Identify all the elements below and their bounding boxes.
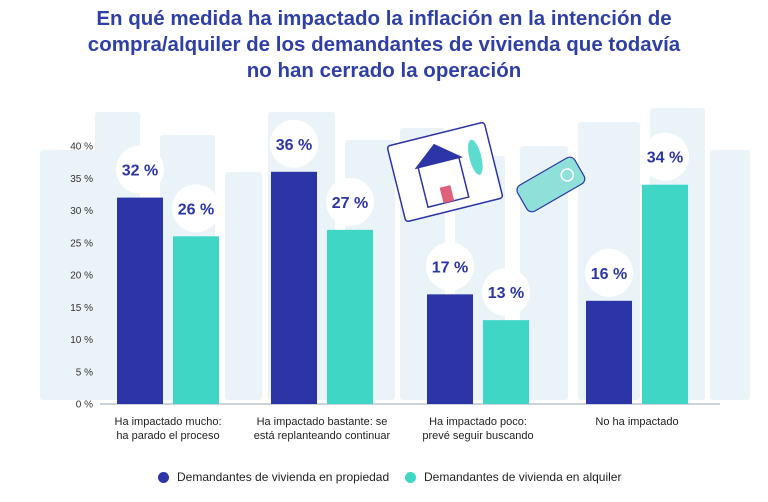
data-label-bubble [482,268,530,317]
y-tick-label: 15 % [70,303,93,314]
data-label: 34 % [647,150,683,167]
bar [173,236,219,404]
data-label: 13 % [488,285,524,302]
data-label: 32 % [122,163,158,180]
bar [271,171,317,404]
price-tag [516,156,586,213]
skyline-building [40,150,100,400]
legend-label-alquiler: Demandantes de vivienda en alquiler [424,470,622,484]
skyline-building [710,150,750,400]
title-line-3: no han cerrado la operación [246,59,522,82]
category-label: No ha impactado [595,416,678,428]
data-label-bubble [172,184,220,233]
category-label: Ha impactado mucho: [115,416,222,428]
data-label: 17 % [432,259,468,276]
data-label-bubble [585,248,633,297]
y-tick-label: 40 % [70,142,93,153]
data-label-bubble [270,119,318,168]
tag-body [516,156,586,213]
house-card [386,121,504,223]
data-label: 36 % [276,137,312,154]
bar [427,294,473,404]
house-roof [414,143,463,170]
bar [586,300,632,404]
legend-item-alquiler: Demandantes de vivienda en alquiler [405,470,621,484]
data-label-bubble [641,132,689,181]
bar [483,320,529,404]
bars: 32 % 36 % 17 % 16 % 26 % 27 % 13 % 34 % [116,119,689,404]
bar [117,197,163,404]
category-label: Ha impactado poco: [429,416,527,428]
data-label-bubble [116,145,164,194]
category-label: Ha impactado bastante: se [257,416,388,428]
skyline-building [225,172,262,400]
tree [468,139,483,175]
y-tick-label: 35 % [70,174,93,185]
legend-swatch-alquiler [405,471,416,483]
bar [327,229,373,404]
y-tick-label: 20 % [70,271,93,282]
y-tick-label: 30 % [70,206,93,217]
bar [642,184,688,404]
legend-label-propiedad: Demandantes de vivienda en propiedad [177,470,390,484]
data-label-bubble [426,242,474,291]
category-label: prevé seguir buscando [422,430,533,442]
y-tick-label: 5 % [76,367,93,378]
category-labels: Ha impactado mucho: ha parado el proceso H… [115,416,679,442]
data-label: 26 % [178,201,214,218]
euro-icon [560,168,575,182]
y-tick-label: 0 % [76,400,93,411]
chart-title: En qué medida ha impactado la inflación … [24,6,744,84]
category-label: está replanteando continuar [254,430,391,442]
title-line-2: compra/alquiler de los demandantes de vi… [87,33,681,56]
data-label: 16 % [591,266,627,283]
title-line-1: En qué medida ha impactado la inflación … [96,7,672,30]
data-label: 27 % [332,195,368,212]
house-door [439,185,455,204]
data-label-bubble [326,177,374,226]
category-label: ha parado el proceso [116,430,219,442]
legend-item-propiedad: Demandantes de vivienda en propiedad [158,470,389,484]
legend-swatch-propiedad [158,471,169,483]
y-tick-label: 25 % [70,238,93,249]
y-tick-label: 10 % [70,335,93,346]
house-price-tag-illustration [386,121,586,223]
